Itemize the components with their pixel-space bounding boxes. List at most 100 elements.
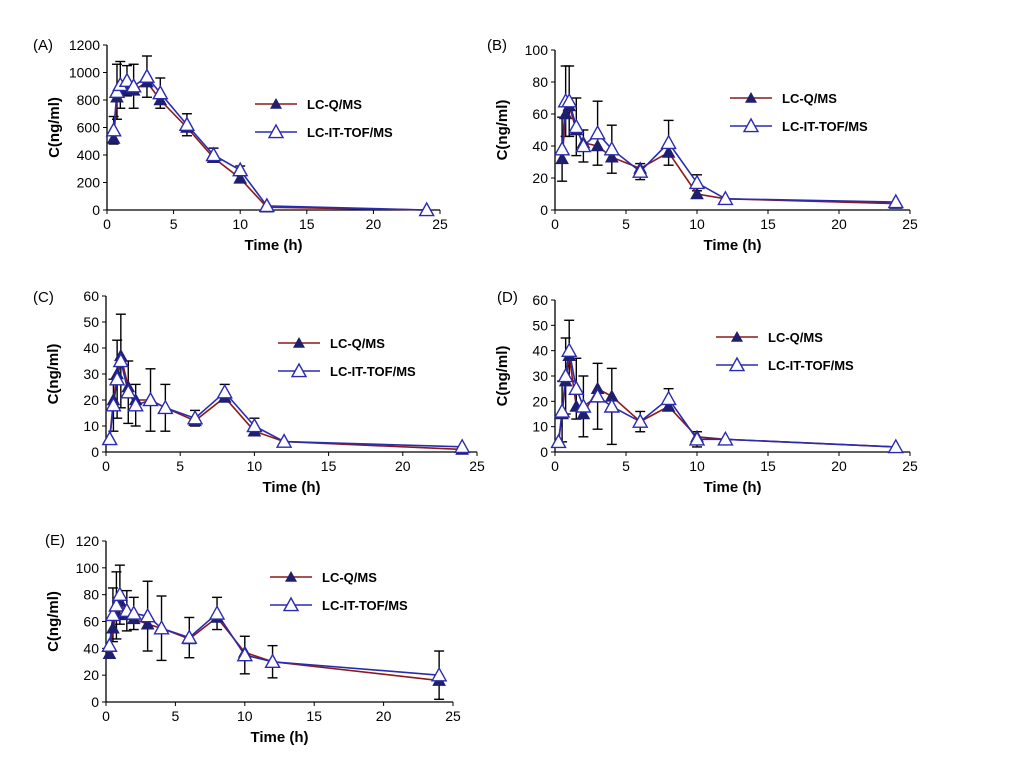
legend-label-lc-it-tof-ms: LC-IT-TOF/MS bbox=[307, 125, 393, 140]
panel-label: (A) bbox=[33, 37, 53, 54]
data-point-lc-it-tof-ms bbox=[186, 409, 204, 425]
x-tick-label: 25 bbox=[469, 458, 485, 474]
data-point-lc-it-tof-ms bbox=[258, 197, 276, 213]
y-tick-label: 50 bbox=[83, 314, 99, 330]
data-point-lc-q-ms bbox=[604, 150, 619, 163]
data-point-lc-it-tof-ms bbox=[120, 383, 137, 399]
x-tick-label: 5 bbox=[622, 216, 630, 232]
y-axis-title: C(ng/ml) bbox=[46, 97, 63, 158]
y-tick-label: 0 bbox=[91, 694, 99, 710]
y-tick-label: 20 bbox=[83, 392, 99, 408]
data-point-lc-it-tof-ms bbox=[557, 367, 574, 383]
data-point-lc-it-tof-ms bbox=[632, 413, 649, 428]
chart-panel-d: (D) 0 5 10 15 20 25 0 10 20 30 40 50 60 Time (h) C(ng/m… bbox=[494, 289, 918, 496]
x-axis-title: Time (h) bbox=[703, 479, 761, 496]
y-tick-label: 120 bbox=[76, 533, 100, 549]
y-tick-label: 1200 bbox=[69, 37, 100, 53]
y-tick-label: 0 bbox=[540, 444, 548, 460]
x-tick-label: 25 bbox=[445, 708, 461, 724]
data-point-lc-it-tof-ms bbox=[236, 646, 253, 662]
data-point-lc-q-ms bbox=[106, 621, 120, 634]
data-point-lc-it-tof-ms bbox=[568, 380, 585, 395]
data-point-lc-it-tof-ms bbox=[264, 653, 281, 669]
data-point-lc-it-tof-ms bbox=[688, 174, 706, 190]
legend: LC-Q/MS LC-IT-TOF/MS bbox=[730, 91, 868, 134]
y-tick-label: 30 bbox=[532, 368, 548, 384]
y-tick-label: 40 bbox=[532, 343, 548, 359]
x-tick-label: 0 bbox=[102, 708, 110, 724]
legend-marker-lc-q-ms bbox=[745, 92, 757, 103]
data-point-lc-it-tof-ms bbox=[125, 605, 142, 620]
y-tick-label: 40 bbox=[532, 138, 548, 154]
data-point-lc-it-tof-ms bbox=[111, 586, 129, 601]
x-tick-label: 20 bbox=[831, 216, 847, 232]
x-tick-label: 15 bbox=[299, 216, 315, 232]
data-point-lc-it-tof-ms bbox=[208, 605, 226, 620]
legend-marker-lc-it-tof-ms bbox=[742, 117, 760, 133]
data-point-lc-q-ms bbox=[555, 151, 569, 165]
series-line-lc-q-ms bbox=[108, 599, 440, 682]
data-point-lc-it-tof-ms bbox=[550, 433, 567, 449]
data-point-lc-it-tof-ms bbox=[139, 607, 156, 623]
data-point-lc-it-tof-ms bbox=[105, 121, 122, 137]
data-point-lc-it-tof-ms bbox=[430, 666, 448, 682]
x-tick-label: 15 bbox=[760, 458, 776, 474]
y-tick-label: 100 bbox=[525, 42, 549, 58]
x-tick-label: 10 bbox=[689, 458, 705, 474]
x-tick-label: 5 bbox=[176, 458, 184, 474]
data-point-lc-q-ms bbox=[576, 406, 591, 420]
data-point-lc-it-tof-ms bbox=[418, 201, 435, 217]
x-tick-label: 5 bbox=[622, 458, 630, 474]
data-point-lc-it-tof-ms bbox=[105, 396, 122, 412]
legend-label-lc-q-ms: LC-Q/MS bbox=[322, 570, 377, 585]
legend-label-lc-q-ms: LC-Q/MS bbox=[782, 91, 837, 106]
data-point-lc-it-tof-ms bbox=[603, 397, 620, 413]
y-tick-label: 20 bbox=[83, 667, 99, 683]
data-point-lc-it-tof-ms bbox=[138, 68, 156, 83]
data-point-lc-it-tof-ms bbox=[632, 163, 649, 178]
legend-marker-lc-q-ms bbox=[293, 337, 305, 348]
data-point-lc-it-tof-ms bbox=[181, 629, 198, 644]
data-point-lc-it-tof-ms bbox=[275, 433, 293, 448]
panel-label: (D) bbox=[497, 289, 518, 306]
y-tick-label: 100 bbox=[76, 560, 100, 576]
data-point-lc-it-tof-ms bbox=[453, 438, 471, 454]
data-point-lc-it-tof-ms bbox=[589, 387, 606, 403]
legend-label-lc-it-tof-ms: LC-IT-TOF/MS bbox=[782, 119, 868, 134]
legend-label-lc-q-ms: LC-Q/MS bbox=[330, 336, 385, 351]
y-tick-label: 80 bbox=[532, 74, 548, 90]
x-axis-title: Time (h) bbox=[262, 479, 320, 496]
x-tick-label: 10 bbox=[247, 458, 263, 474]
data-point-lc-it-tof-ms bbox=[205, 146, 222, 162]
y-tick-label: 0 bbox=[540, 202, 548, 218]
x-tick-label: 0 bbox=[551, 216, 559, 232]
data-point-lc-it-tof-ms bbox=[246, 417, 263, 433]
legend-label-lc-q-ms: LC-Q/MS bbox=[768, 330, 823, 345]
y-tick-label: 60 bbox=[532, 292, 548, 308]
x-tick-label: 5 bbox=[172, 708, 180, 724]
y-tick-label: 20 bbox=[532, 393, 548, 409]
data-point-lc-it-tof-ms bbox=[125, 77, 142, 93]
data-point-lc-q-ms bbox=[558, 106, 573, 120]
chart-panel-a: (A) 0 5 10 15 20 25 0 200 400 600 800 1000 1200 Time (… bbox=[33, 37, 448, 254]
data-point-lc-it-tof-ms bbox=[660, 134, 677, 150]
x-tick-label: 10 bbox=[689, 216, 705, 232]
x-axis-title: Time (h) bbox=[250, 729, 308, 746]
data-point-lc-it-tof-ms bbox=[101, 637, 118, 652]
y-tick-label: 10 bbox=[532, 419, 548, 435]
y-tick-label: 60 bbox=[83, 288, 99, 304]
data-point-lc-it-tof-ms bbox=[553, 140, 571, 156]
legend-marker-lc-it-tof-ms bbox=[267, 123, 285, 139]
x-tick-label: 10 bbox=[232, 216, 248, 232]
data-point-lc-q-ms bbox=[102, 646, 117, 659]
y-axis-title: C(ng/ml) bbox=[45, 344, 62, 405]
y-tick-label: 80 bbox=[83, 587, 99, 603]
y-tick-label: 0 bbox=[91, 444, 99, 460]
data-point-lc-it-tof-ms bbox=[887, 193, 904, 209]
data-point-lc-it-tof-ms bbox=[142, 391, 159, 407]
x-tick-label: 0 bbox=[551, 458, 559, 474]
legend: LC-Q/MS LC-IT-TOF/MS bbox=[716, 330, 854, 373]
chart-panel-c: (C) 0 5 10 15 20 25 0 10 20 30 40 50 60 Time (h) C(ng/m… bbox=[33, 288, 485, 496]
legend-marker-lc-it-tof-ms bbox=[290, 362, 308, 378]
legend-label-lc-it-tof-ms: LC-IT-TOF/MS bbox=[768, 358, 854, 373]
